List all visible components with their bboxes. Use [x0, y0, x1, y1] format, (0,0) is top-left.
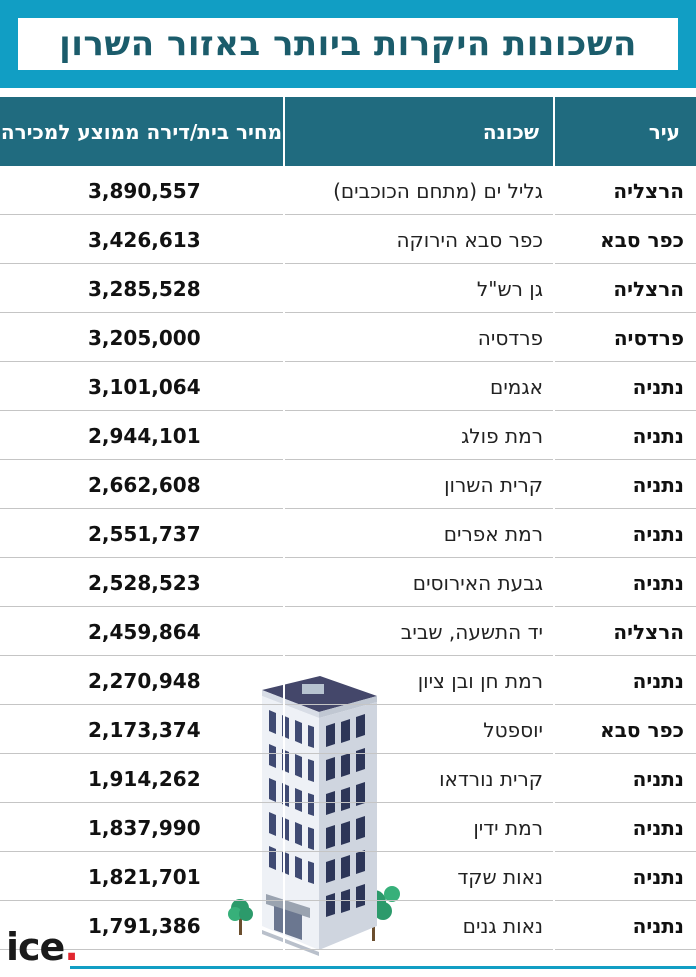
table-row: כפר סבא יוספטל 2,173,374	[0, 705, 696, 754]
neighborhood-cell: נאות שקד	[457, 865, 543, 889]
column-divider	[283, 97, 285, 959]
city-cell: נתניה	[632, 522, 684, 546]
header-price: מחיר בית/דירה ממוצע למכירה	[0, 97, 283, 166]
neighborhood-cell: יד התשעה, שביב	[400, 620, 543, 644]
price-cell: 1,837,990	[88, 816, 201, 840]
price-cell: 2,662,608	[88, 473, 201, 497]
price-cell: 2,459,864	[88, 620, 201, 644]
city-cell: נתניה	[632, 424, 684, 448]
table-row: הרצליה יד התשעה, שביב 2,459,864	[0, 607, 696, 656]
neighborhood-cell: יוספטל	[483, 718, 543, 742]
city-cell: הרצליה	[613, 620, 684, 644]
city-cell: הרצליה	[613, 179, 684, 203]
neighborhood-cell: רמת פולג	[461, 424, 543, 448]
city-cell: כפר סבא	[600, 228, 684, 252]
city-cell: נתניה	[632, 375, 684, 399]
table-row: נתניה אגמים 3,101,064	[0, 362, 696, 411]
table-row: נתניה גבעת האירוסים 2,528,523	[0, 558, 696, 607]
city-cell: נתניה	[632, 669, 684, 693]
price-cell: 2,551,737	[88, 522, 201, 546]
city-cell: נתניה	[632, 571, 684, 595]
logo-dot: .	[64, 925, 78, 969]
neighborhood-cell: גבעת האירוסים	[412, 571, 543, 595]
neighborhood-cell: פרדסיה	[477, 326, 543, 350]
title-bar: השכונות היקרות ביותר באזור השרון	[0, 0, 696, 88]
city-cell: נתניה	[632, 865, 684, 889]
price-cell: 2,173,374	[88, 718, 201, 742]
table-row: הרצליה גן רש"ל 3,285,528	[0, 264, 696, 313]
city-cell: הרצליה	[613, 277, 684, 301]
price-cell: 2,270,948	[88, 669, 201, 693]
table-header: עיר שכונה מחיר בית/דירה ממוצע למכירה	[0, 97, 696, 166]
price-cell: 1,821,701	[88, 865, 201, 889]
city-cell: נתניה	[632, 473, 684, 497]
table-row: נתניה קרית נורדאו 1,914,262	[0, 754, 696, 803]
table-row: כפר סבא כפר סבא הירוקה 3,426,613	[0, 215, 696, 264]
neighborhood-cell: אגמים	[490, 375, 543, 399]
price-cell: 1,914,262	[88, 767, 201, 791]
neighborhood-cell: רמת ידין	[473, 816, 543, 840]
neighborhood-cell: גן רש"ל	[476, 277, 543, 301]
price-cell: 2,944,101	[88, 424, 201, 448]
city-cell: נתניה	[632, 767, 684, 791]
price-cell: 1,791,386	[88, 914, 201, 938]
neighborhood-cell: קרית השרון	[444, 473, 543, 497]
neighborhood-cell: קרית נורדאו	[439, 767, 543, 791]
price-cell: 3,285,528	[88, 277, 201, 301]
city-cell: נתניה	[632, 914, 684, 938]
header-city: עיר	[555, 97, 696, 166]
neighborhood-cell: רמת אפרים	[443, 522, 543, 546]
price-cell: 3,205,000	[88, 326, 201, 350]
table-row: נתניה נאות גנים 1,791,386	[0, 901, 696, 950]
column-divider	[553, 97, 555, 959]
city-cell: כפר סבא	[600, 718, 684, 742]
table-row: הרצליה גליל ים (מתחם הכוכבים) 3,890,557	[0, 166, 696, 215]
header-neighborhood: שכונה	[285, 97, 553, 166]
logo-text: ice	[6, 925, 65, 969]
table-row: נתניה רמת חן ובן ציון 2,270,948	[0, 656, 696, 705]
price-cell: 3,101,064	[88, 375, 201, 399]
price-cell: 3,426,613	[88, 228, 201, 252]
table-row: נתניה רמת פולג 2,944,101	[0, 411, 696, 460]
price-cell: 3,890,557	[88, 179, 201, 203]
neighborhood-cell: נאות גנים	[462, 914, 543, 938]
footer-line	[70, 966, 696, 969]
neighborhood-cell: רמת חן ובן ציון	[417, 669, 543, 693]
neighborhood-cell: גליל ים (מתחם הכוכבים)	[333, 179, 543, 203]
tree-left-icon	[228, 899, 253, 935]
city-cell: נתניה	[632, 816, 684, 840]
price-cell: 2,528,523	[88, 571, 201, 595]
table-row: פרדסיה פרדסיה 3,205,000	[0, 313, 696, 362]
table-row: נתניה רמת אפרים 2,551,737	[0, 509, 696, 558]
ice-logo: ice.	[6, 925, 79, 969]
neighborhood-cell: כפר סבא הירוקה	[396, 228, 543, 252]
city-cell: פרדסיה	[613, 326, 684, 350]
page-title: השכונות היקרות ביותר באזור השרון	[18, 18, 678, 70]
table-row: נתניה קרית השרון 2,662,608	[0, 460, 696, 509]
table-body: הרצליה גליל ים (מתחם הכוכבים) 3,890,557 …	[0, 166, 696, 950]
table-row: נתניה רמת ידין 1,837,990	[0, 803, 696, 852]
table-row: נתניה נאות שקד 1,821,701	[0, 852, 696, 901]
